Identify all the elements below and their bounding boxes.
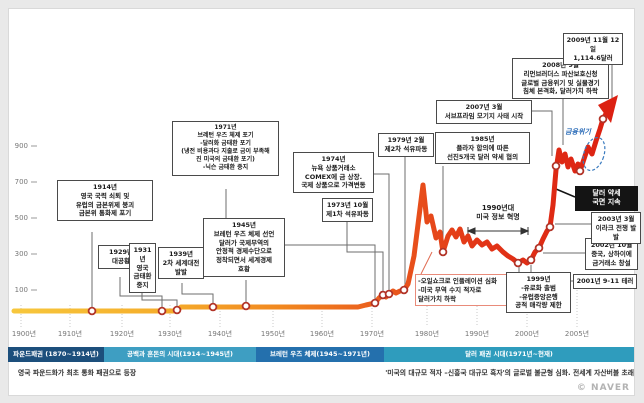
price-line [11,103,614,314]
x-axis-label: 1990년 [464,330,490,338]
annotation-1914: 1914년 영국 국력 쇠퇴 및 유럽의 금본위제 붕괴 금본위 통화제 포기 [57,180,153,222]
note-oil-shock: -오일쇼크로 인플레이션 심화 -미국 무역 수지 적자로 달러가치 하락 [415,274,512,307]
event-markers [87,114,608,316]
annotation-connectors [91,57,613,307]
annotation-1945: 1945년 브레턴 우즈 체제 선언 달러가 국제무역의 안정적 경제수단으로 … [203,218,285,277]
annotation-1999: 1999년 -유로화 출범 -유럽중앙은행 공적 매각량 제한 [506,272,571,314]
y-axis-label: 900 [14,142,28,150]
x-axis-label: 1980년 [414,330,440,338]
x-axis-label: 1920년 [109,330,135,338]
dollar-weak-leader [555,188,576,198]
annotation-1971: 1971년 브레턴 우즈 체제 포기 -달러화 금태환 포기 (냉전 비용과다 … [172,121,279,176]
annotation-2008: 2008년 9월 리먼브러더스 파산보호신청 글로벌 금융위기 및 실물경기 침… [512,58,609,100]
x-axis-label: 1900년 [11,330,37,338]
y-axis-label: 700 [14,178,28,186]
label-1990s-info-revolution: 1990년대 미국 정보 혁명 [476,204,520,222]
naver-credit: © NAVER [576,383,630,393]
annotation-2003: 2003년 3월 이라크 전쟁 발발 [591,212,641,245]
era-note-left: 영국 파운드화가 최초 통화 패권으로 등장 [18,369,137,377]
annotation-1931: 1931년 영국 금태환 중지 [129,243,156,293]
y-axis-label: 300 [14,250,28,258]
x-axis-label: 2005년 [564,330,590,338]
annotation-2009-peak: 2009년 11월 12일 1,114.6달러 [563,33,623,66]
annotation-2001: 2001년 9-11 테러 [573,274,637,289]
annotation-1973: 1973년 10월 제1차 석유파동 [322,198,373,222]
annotation-1974: 1974년 뉴욕 상품거래소 COMEX에 금 상장. 국제 상품으로 가격변동 [293,152,374,194]
label-financial-crisis: 금융위기 [565,128,591,136]
oil-note-leader [420,251,433,275]
label-dollar-weakness: 달러 약세 국면 지속 [575,186,638,211]
annotation-1939: 1939년 2차 세계대전 발발 [158,247,204,280]
era-segment-chaos-period: 공백과 혼돈의 시대(1914~1945년) [104,347,256,362]
x-axis-label: 1910년 [57,330,83,338]
x-axis-label: 1960년 [309,330,335,338]
y-axis-label: 500 [14,214,28,222]
era-segment-bretton-woods: 브레턴 우즈 체제(1945~1971년) [256,347,384,362]
annotation-1985: 1985년 플라자 합의에 따른 선진5개국 달러 약세 협의 [435,132,530,165]
y-axis-label: 100 [14,286,28,294]
y-axis-ticks [31,145,37,291]
line-end-arrowhead [598,95,618,123]
era-segment-dollar-hegemony: 달러 패권 시대(1971년~현재) [384,347,634,362]
x-axis-label: 1930년 [157,330,183,338]
x-axis-label: 1970년 [359,330,385,338]
info-revolution-range-arrow [466,227,530,235]
financial-crisis-ellipse [582,136,606,172]
x-axis-label: 1950년 [260,330,286,338]
era-segment-pound-hegemony: 파운드패권 (1870~1914년) [8,347,104,362]
era-note-right: '미국의 대규모 적자 –신흥국 대규모 흑자'의 글로벌 불균형 심화. 전세… [385,369,634,377]
annotation-2007: 2007년 3월 서브프라임 모기지 사태 시작 [436,100,532,124]
annotation-1979: 1979년 2월 제2차 석유파동 [378,133,434,157]
x-axis-label: 2000년 [514,330,540,338]
x-axis-label: 1940년 [207,330,233,338]
